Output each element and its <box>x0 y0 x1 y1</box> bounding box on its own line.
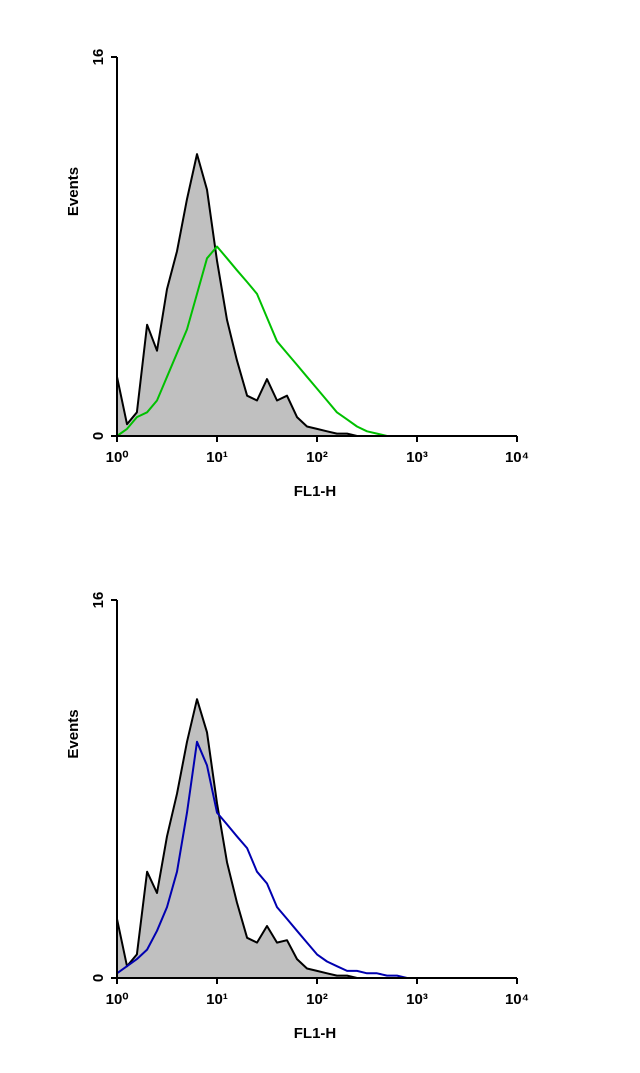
x-tick-label: 10⁴ <box>505 991 529 1008</box>
x-tick-label: 10⁰ <box>106 449 129 466</box>
y-axis-label: Events <box>65 167 82 216</box>
x-tick-label: 10⁰ <box>106 991 129 1008</box>
x-tick-label: 10² <box>306 991 328 1008</box>
area <box>117 699 417 978</box>
x-tick-label: 10¹ <box>206 991 228 1008</box>
x-tick-label: 10³ <box>406 991 428 1008</box>
y-tick-label: 0 <box>90 432 107 440</box>
line <box>116 245 417 437</box>
x-tick-label: 10² <box>306 449 328 466</box>
y-tick-label: 16 <box>90 592 107 609</box>
y-tick-label: 0 <box>90 974 107 982</box>
x-tick-label: 10¹ <box>206 449 228 466</box>
x-tick-label: 10³ <box>406 449 428 466</box>
y-tick-label: 16 <box>90 49 107 66</box>
x-axis-label: FL1-H <box>294 1025 337 1042</box>
area <box>117 154 417 436</box>
x-axis-label: FL1-H <box>294 483 337 500</box>
x-tick-label: 10⁴ <box>505 449 529 466</box>
line <box>116 740 417 979</box>
y-axis-label: Events <box>65 709 82 758</box>
